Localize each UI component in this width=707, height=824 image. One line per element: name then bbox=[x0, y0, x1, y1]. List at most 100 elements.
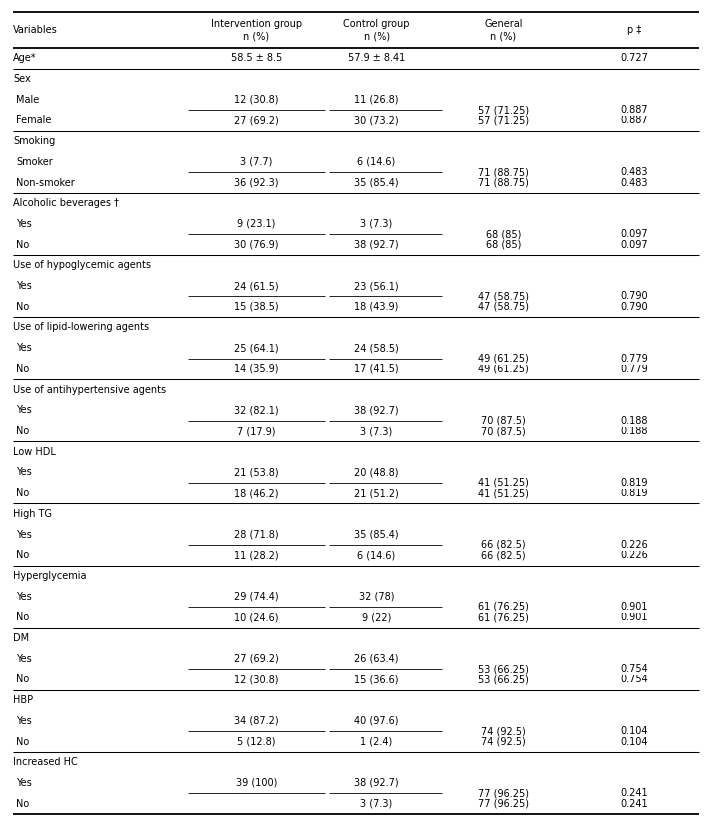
Text: 68 (85): 68 (85) bbox=[486, 229, 521, 239]
Text: 12 (30.8): 12 (30.8) bbox=[234, 95, 279, 105]
Text: 35 (85.4): 35 (85.4) bbox=[354, 177, 399, 188]
Text: 17 (41.5): 17 (41.5) bbox=[354, 364, 399, 374]
Text: 11 (26.8): 11 (26.8) bbox=[354, 95, 399, 105]
Text: HBP: HBP bbox=[13, 695, 33, 705]
Text: Yes: Yes bbox=[16, 467, 32, 477]
Text: 57 (71.25): 57 (71.25) bbox=[478, 105, 529, 115]
Text: 0.819: 0.819 bbox=[620, 478, 648, 488]
Text: 0.819: 0.819 bbox=[620, 488, 648, 499]
Text: 0.226: 0.226 bbox=[620, 540, 648, 550]
Text: 10 (24.6): 10 (24.6) bbox=[234, 612, 279, 622]
Text: No: No bbox=[16, 612, 29, 622]
Text: 7 (17.9): 7 (17.9) bbox=[238, 426, 276, 436]
Text: 28 (71.8): 28 (71.8) bbox=[234, 530, 279, 540]
Text: 39 (100): 39 (100) bbox=[236, 778, 277, 788]
Text: 0.188: 0.188 bbox=[620, 426, 648, 436]
Text: 66 (82.5): 66 (82.5) bbox=[481, 550, 526, 560]
Text: 24 (58.5): 24 (58.5) bbox=[354, 343, 399, 353]
Text: Sex: Sex bbox=[13, 74, 30, 84]
Text: 68 (85): 68 (85) bbox=[486, 240, 521, 250]
Text: 0.104: 0.104 bbox=[620, 737, 648, 747]
Text: 11 (28.2): 11 (28.2) bbox=[234, 550, 279, 560]
Text: 0.887: 0.887 bbox=[620, 105, 648, 115]
Text: Use of hypoglycemic agents: Use of hypoglycemic agents bbox=[13, 260, 151, 270]
Text: 53 (66.25): 53 (66.25) bbox=[478, 674, 529, 685]
Text: No: No bbox=[16, 550, 29, 560]
Text: 70 (87.5): 70 (87.5) bbox=[481, 426, 526, 436]
Text: Yes: Yes bbox=[16, 219, 32, 229]
Text: Non-smoker: Non-smoker bbox=[16, 177, 75, 188]
Text: Hyperglycemia: Hyperglycemia bbox=[13, 571, 86, 581]
Text: 6 (14.6): 6 (14.6) bbox=[358, 550, 396, 560]
Text: Yes: Yes bbox=[16, 281, 32, 291]
Text: 71 (88.75): 71 (88.75) bbox=[478, 177, 529, 188]
Text: 26 (63.4): 26 (63.4) bbox=[354, 653, 399, 663]
Text: Variables: Variables bbox=[13, 25, 58, 35]
Text: 34 (87.2): 34 (87.2) bbox=[234, 716, 279, 726]
Text: 0.097: 0.097 bbox=[620, 229, 648, 239]
Text: 0.483: 0.483 bbox=[620, 167, 648, 177]
Text: 0.226: 0.226 bbox=[620, 550, 648, 560]
Text: 1 (2.4): 1 (2.4) bbox=[361, 737, 392, 747]
Text: 0.779: 0.779 bbox=[620, 364, 648, 374]
Text: 21 (53.8): 21 (53.8) bbox=[234, 467, 279, 477]
Text: 0.754: 0.754 bbox=[620, 664, 648, 674]
Text: 0.727: 0.727 bbox=[620, 54, 648, 63]
Text: Yes: Yes bbox=[16, 405, 32, 415]
Text: 24 (61.5): 24 (61.5) bbox=[234, 281, 279, 291]
Text: Age*: Age* bbox=[13, 54, 37, 63]
Text: Yes: Yes bbox=[16, 343, 32, 353]
Text: 9 (22): 9 (22) bbox=[362, 612, 391, 622]
Text: 27 (69.2): 27 (69.2) bbox=[234, 115, 279, 125]
Text: Yes: Yes bbox=[16, 592, 32, 602]
Text: 61 (76.25): 61 (76.25) bbox=[478, 602, 529, 612]
Text: 27 (69.2): 27 (69.2) bbox=[234, 653, 279, 663]
Text: Female: Female bbox=[16, 115, 52, 125]
Text: General
n (%): General n (%) bbox=[484, 19, 522, 41]
Text: 25 (64.1): 25 (64.1) bbox=[234, 343, 279, 353]
Text: No: No bbox=[16, 302, 29, 311]
Text: 5 (12.8): 5 (12.8) bbox=[238, 737, 276, 747]
Text: Increased HC: Increased HC bbox=[13, 757, 78, 767]
Text: 66 (82.5): 66 (82.5) bbox=[481, 540, 526, 550]
Text: 38 (92.7): 38 (92.7) bbox=[354, 240, 399, 250]
Text: 36 (92.3): 36 (92.3) bbox=[234, 177, 279, 188]
Text: 0.097: 0.097 bbox=[620, 240, 648, 250]
Text: 38 (92.7): 38 (92.7) bbox=[354, 778, 399, 788]
Text: 58.5 ± 8.5: 58.5 ± 8.5 bbox=[231, 54, 282, 63]
Text: 49 (61.25): 49 (61.25) bbox=[478, 364, 529, 374]
Text: Smoking: Smoking bbox=[13, 136, 55, 146]
Text: Alcoholic beverages †: Alcoholic beverages † bbox=[13, 199, 119, 208]
Text: No: No bbox=[16, 240, 29, 250]
Text: 47 (58.75): 47 (58.75) bbox=[478, 292, 529, 302]
Text: Yes: Yes bbox=[16, 778, 32, 788]
Text: 57 (71.25): 57 (71.25) bbox=[478, 115, 529, 125]
Text: Yes: Yes bbox=[16, 716, 32, 726]
Text: 15 (36.6): 15 (36.6) bbox=[354, 674, 399, 685]
Text: 70 (87.5): 70 (87.5) bbox=[481, 415, 526, 426]
Text: 30 (73.2): 30 (73.2) bbox=[354, 115, 399, 125]
Text: 77 (96.25): 77 (96.25) bbox=[478, 789, 529, 798]
Text: Control group
n (%): Control group n (%) bbox=[344, 19, 410, 41]
Text: 40 (97.6): 40 (97.6) bbox=[354, 716, 399, 726]
Text: Intervention group
n (%): Intervention group n (%) bbox=[211, 19, 302, 41]
Text: 74 (92.5): 74 (92.5) bbox=[481, 737, 526, 747]
Text: No: No bbox=[16, 737, 29, 747]
Text: 74 (92.5): 74 (92.5) bbox=[481, 726, 526, 736]
Text: 53 (66.25): 53 (66.25) bbox=[478, 664, 529, 674]
Text: 35 (85.4): 35 (85.4) bbox=[354, 530, 399, 540]
Text: 29 (74.4): 29 (74.4) bbox=[234, 592, 279, 602]
Text: 23 (56.1): 23 (56.1) bbox=[354, 281, 399, 291]
Text: Yes: Yes bbox=[16, 530, 32, 540]
Text: 47 (58.75): 47 (58.75) bbox=[478, 302, 529, 311]
Text: 18 (43.9): 18 (43.9) bbox=[354, 302, 399, 311]
Text: 0.754: 0.754 bbox=[620, 674, 648, 685]
Text: Use of antihypertensive agents: Use of antihypertensive agents bbox=[13, 385, 166, 395]
Text: 32 (78): 32 (78) bbox=[359, 592, 395, 602]
Text: DM: DM bbox=[13, 633, 29, 643]
Text: 71 (88.75): 71 (88.75) bbox=[478, 167, 529, 177]
Text: p ‡: p ‡ bbox=[626, 25, 641, 35]
Text: 0.241: 0.241 bbox=[620, 798, 648, 808]
Text: 3 (7.7): 3 (7.7) bbox=[240, 157, 273, 167]
Text: Low HDL: Low HDL bbox=[13, 447, 56, 456]
